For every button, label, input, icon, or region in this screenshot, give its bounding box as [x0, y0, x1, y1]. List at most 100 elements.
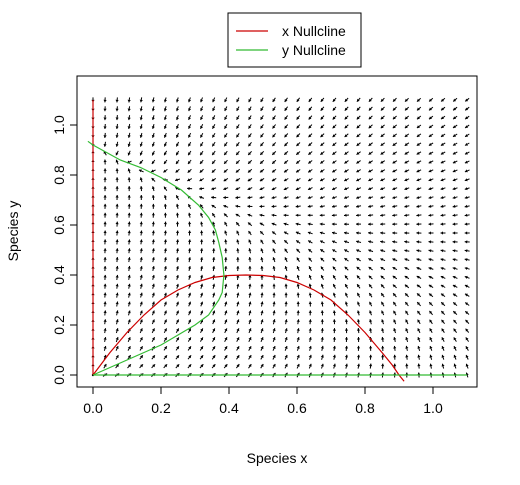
field-arrow [103, 328, 107, 334]
field-arrow [392, 204, 398, 208]
field-arrow [344, 97, 349, 103]
field-arrow [344, 336, 349, 343]
field-arrow [127, 106, 131, 112]
field-arrow [212, 319, 216, 325]
field-arrow [392, 301, 397, 307]
field-arrow [236, 115, 240, 121]
field-arrow [428, 240, 434, 244]
field-arrow [236, 354, 240, 360]
field-arrow [139, 337, 143, 342]
field-arrow [103, 345, 107, 351]
field-arrow [211, 132, 216, 138]
field-arrow [428, 169, 434, 173]
field-arrow [248, 301, 252, 307]
field-arrow [428, 204, 434, 208]
field-arrow [163, 212, 167, 218]
field-arrow [151, 150, 155, 156]
field-arrow [103, 363, 107, 369]
field-arrow [188, 230, 192, 236]
field-arrow [380, 160, 386, 164]
field-arrow [355, 204, 362, 208]
field-arrow [307, 178, 313, 182]
field-arrow [235, 177, 241, 182]
field-arrow [320, 257, 325, 262]
field-arrow [404, 301, 409, 307]
field-arrow [187, 346, 192, 351]
field-arrow [151, 230, 155, 236]
field-arrow [139, 265, 143, 272]
field-arrow [464, 222, 470, 226]
field-arrow [223, 187, 229, 191]
field-arrow [272, 310, 276, 316]
field-arrow [440, 115, 446, 120]
field-arrow [247, 222, 253, 227]
field-arrow [440, 267, 446, 270]
field-arrow [151, 106, 155, 112]
field-arrow [417, 319, 421, 325]
field-arrow [344, 124, 349, 129]
field-arrow [248, 141, 252, 147]
field-arrow [175, 337, 180, 342]
field-arrow [416, 213, 422, 217]
field-arrow [416, 293, 422, 298]
field-arrow [199, 141, 204, 147]
field-arrow [151, 319, 155, 325]
field-arrow [223, 159, 228, 165]
field-arrow [440, 160, 446, 164]
field-arrow [248, 257, 252, 263]
field-arrow [368, 133, 373, 138]
field-arrow [392, 115, 397, 120]
field-arrow [380, 133, 385, 138]
field-arrow [320, 115, 325, 120]
field-arrow [452, 115, 458, 120]
field-arrow [151, 328, 155, 334]
field-arrow [368, 275, 373, 280]
field-arrow [284, 257, 288, 263]
field-arrow [356, 222, 361, 226]
field-arrow [320, 133, 325, 138]
field-arrow [404, 258, 410, 262]
field-arrow [224, 345, 228, 351]
field-arrow [271, 196, 277, 199]
field-arrow [284, 106, 289, 112]
field-arrow [380, 97, 385, 103]
field-arrow [200, 123, 204, 130]
nullcline-lines [87, 100, 467, 382]
field-arrow [319, 160, 325, 164]
field-arrow [175, 212, 180, 218]
field-arrow [139, 115, 143, 121]
field-arrow [283, 231, 289, 235]
field-arrow [236, 319, 240, 325]
field-arrow [247, 195, 253, 200]
field-arrow [405, 319, 409, 325]
field-arrow [248, 124, 252, 129]
field-arrow [356, 266, 361, 271]
field-arrow [103, 257, 107, 263]
field-arrow [284, 142, 289, 147]
field-arrow [452, 267, 458, 270]
field-arrow [464, 187, 470, 191]
field-arrow [224, 265, 228, 272]
field-arrow [163, 221, 167, 227]
field-arrow [344, 187, 349, 191]
field-arrow [284, 133, 289, 138]
field-arrow [163, 319, 167, 325]
field-arrow [163, 257, 167, 263]
field-arrow [163, 310, 167, 316]
field-arrow [429, 354, 433, 360]
field-arrow [284, 310, 288, 316]
x-tick-label: 0.8 [355, 400, 375, 416]
field-arrow [392, 240, 398, 244]
field-arrow [284, 336, 288, 343]
field-arrow [236, 239, 240, 245]
field-arrow [440, 142, 446, 147]
field-arrow [163, 150, 168, 156]
field-arrow [404, 292, 409, 298]
field-arrow [344, 345, 349, 351]
field-arrow [163, 123, 167, 130]
field-arrow [464, 231, 470, 235]
field-arrow [248, 106, 252, 112]
field-arrow [392, 178, 398, 182]
field-arrow [416, 169, 422, 173]
field-arrow [332, 292, 336, 298]
